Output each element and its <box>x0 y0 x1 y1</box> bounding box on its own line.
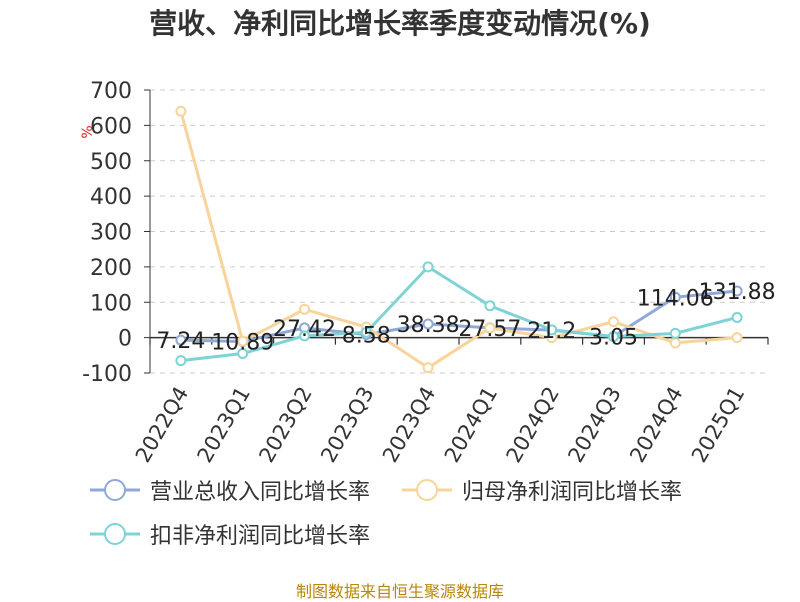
y-axis: -100 0 100 200 300 400 500 600 700% <box>80 79 151 387</box>
data-point <box>731 285 743 297</box>
data-point <box>484 300 496 312</box>
data-label: 114.06 <box>637 286 714 311</box>
legend-marker <box>402 479 453 501</box>
y-tick-label: 700 <box>90 79 132 104</box>
y-tick-label: 500 <box>90 150 132 175</box>
data-point <box>608 316 619 328</box>
data-label: 131.88 <box>699 280 776 305</box>
data-label: 8.58 <box>342 324 391 349</box>
data-label: 7.24 <box>156 329 205 354</box>
legend-label: 归母净利润同比增长率 <box>462 480 683 505</box>
x-tick-label: 2024Q4 <box>625 383 687 467</box>
x-tick-label: 2024Q3 <box>563 383 625 467</box>
y-tick-label: -100 <box>82 362 132 387</box>
y-tick-label: 400 <box>90 185 132 210</box>
data-label: 27.57 <box>458 317 521 342</box>
y-tick-label: 100 <box>90 291 132 316</box>
data-point <box>731 311 743 323</box>
x-axis: 2022Q4 2023Q1 2023Q2 2023Q3 2023Q4 2024Q1 2024… <box>131 336 769 467</box>
series-lines <box>175 105 743 374</box>
x-tick-label: 2024Q2 <box>502 383 564 467</box>
source-note: 制图数据来自恒生聚源数据库 <box>295 582 504 601</box>
x-tick-label: 2022Q4 <box>131 383 193 467</box>
data-point <box>669 337 681 349</box>
data-point <box>669 291 681 303</box>
data-point <box>546 324 558 336</box>
y-tick-label: 200 <box>90 256 132 281</box>
data-point <box>299 303 310 315</box>
y-tick-label: 300 <box>90 221 132 246</box>
x-tick-label: 2023Q1 <box>193 383 255 467</box>
data-point <box>731 332 743 344</box>
data-point <box>237 348 249 360</box>
data-point <box>175 105 187 117</box>
series-line <box>180 289 738 343</box>
legend-label: 营业总收入同比增长率 <box>150 480 371 505</box>
data-point <box>237 335 249 347</box>
data-point <box>175 334 187 346</box>
legend-marker <box>90 523 140 545</box>
data-point <box>484 322 496 334</box>
data-point <box>422 362 434 374</box>
legend-item[interactable]: 扣非净利润同比增长率 <box>90 520 371 549</box>
data-point <box>669 327 681 339</box>
data-point <box>422 261 434 273</box>
data-point <box>299 330 310 342</box>
legend-item[interactable]: 营业总收入同比增长率 <box>90 476 371 505</box>
series-line <box>179 110 738 370</box>
y-tick-label: 600 <box>90 114 132 139</box>
legend-label: 扣非净利润同比增长率 <box>150 524 371 549</box>
series-line <box>180 265 738 363</box>
data-point <box>175 355 187 367</box>
x-tick-label: 2024Q1 <box>440 383 502 467</box>
data-label: 10.89 <box>211 330 274 355</box>
x-tick-label: 2025Q1 <box>687 383 749 467</box>
legend: 营业总收入同比增长率 归母净利润同比增长率扣非净利润同比增长率 <box>90 476 770 549</box>
data-point <box>422 318 434 330</box>
data-label: 38.38 <box>397 313 460 338</box>
x-tick-label: 2023Q3 <box>316 383 378 467</box>
data-point <box>360 326 372 338</box>
x-tick-label: 2023Q4 <box>378 382 440 466</box>
legend-item[interactable]: 归母净利润同比增长率 <box>402 476 683 505</box>
y-tick-label: 0 <box>118 327 132 352</box>
x-tick-label: 2023Q2 <box>254 383 316 467</box>
data-label: 3.05 <box>589 326 638 351</box>
data-label: 27.42 <box>273 317 336 342</box>
data-point <box>608 331 619 343</box>
data-label: 21.2 <box>527 319 576 344</box>
chart-title: 营收、净利同比增长率季度变动情况(%) <box>149 7 651 40</box>
legend-marker <box>90 479 140 501</box>
y-axis-unit: % <box>80 125 96 138</box>
